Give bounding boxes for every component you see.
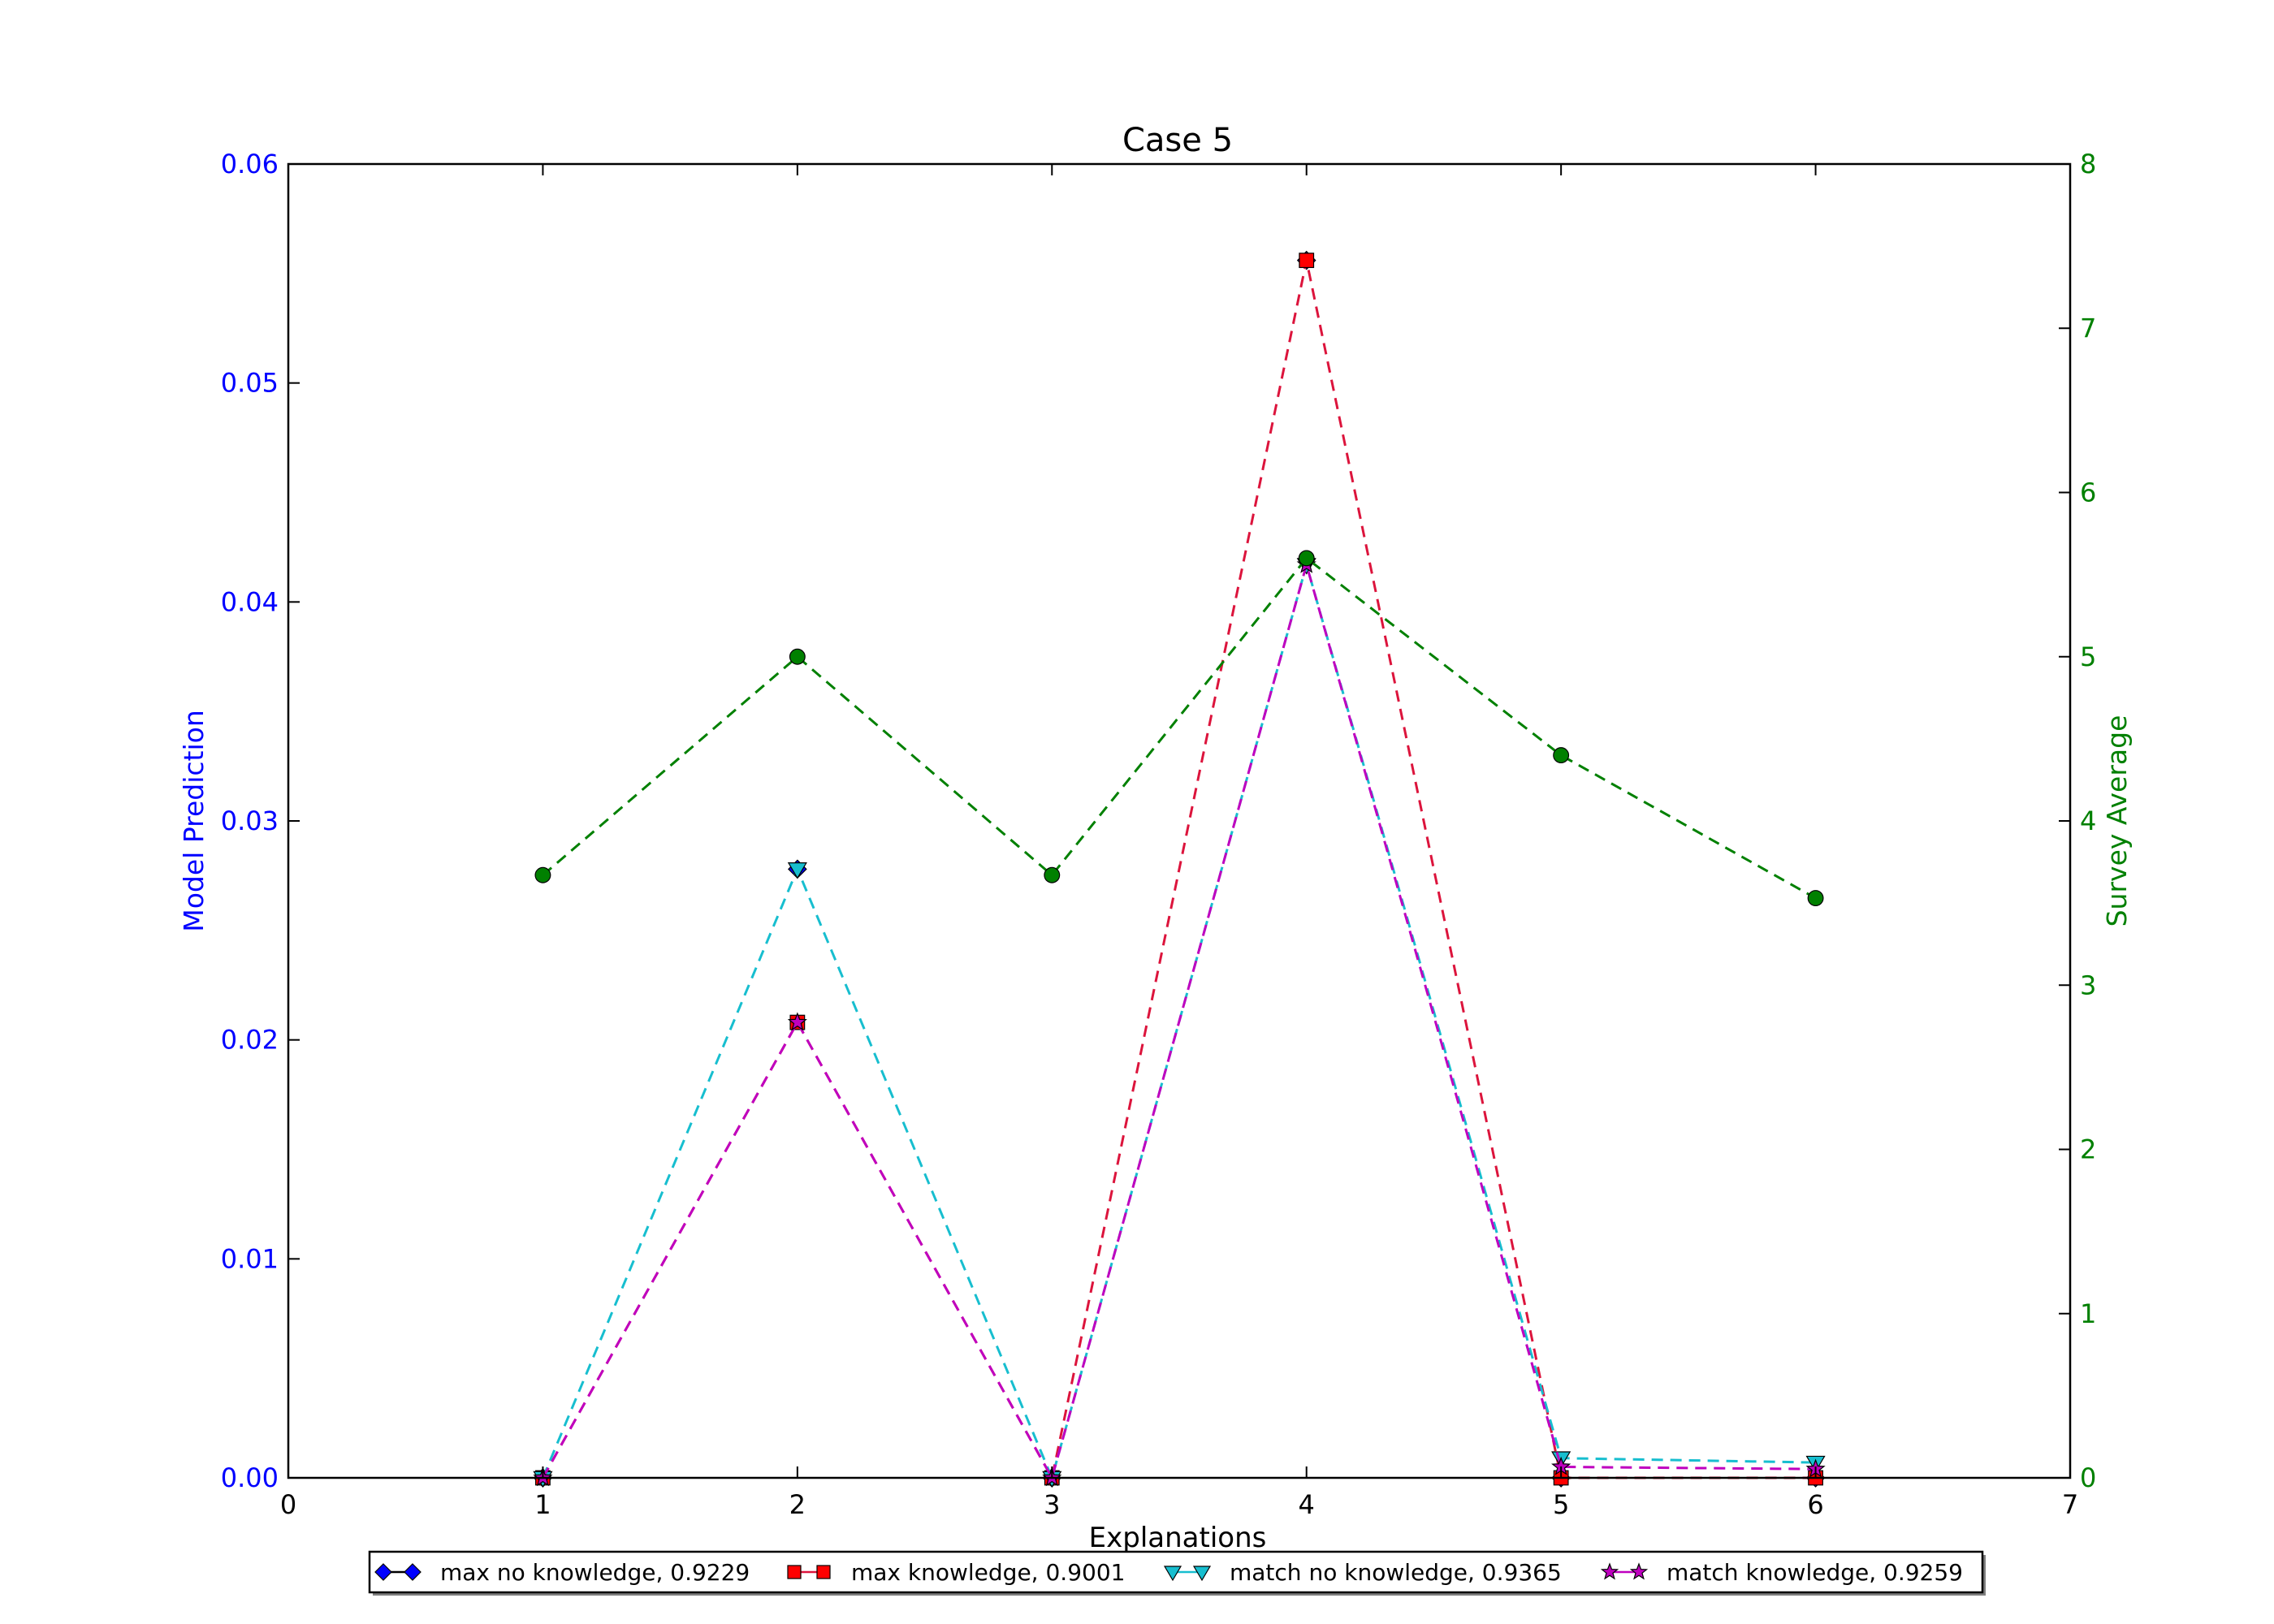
legend-marker <box>374 1563 392 1581</box>
data-point <box>1553 747 1570 764</box>
right-y-tick-label: 0 <box>2080 1462 2096 1493</box>
legend-label: max knowledge, 0.9001 <box>851 1559 1125 1586</box>
data-point <box>787 862 807 879</box>
left-y-axis-label: Model Prediction <box>178 710 210 932</box>
left-y-tick-label: 0.02 <box>221 1025 279 1056</box>
left-y-tick-label: 0.06 <box>221 149 279 179</box>
left-y-tick-label: 0.04 <box>221 586 279 617</box>
left-y-tick-label: 0.03 <box>221 806 279 836</box>
legend-marker <box>1629 1562 1649 1580</box>
x-tick-label: 7 <box>2062 1489 2078 1520</box>
chart-title: Case 5 <box>1122 122 1233 159</box>
right-y-tick-label: 6 <box>2080 477 2096 508</box>
series-line <box>542 556 1817 900</box>
legend-marker <box>1192 1566 1212 1582</box>
right-y-tick-label: 5 <box>2080 641 2096 672</box>
x-tick-label: 1 <box>534 1489 551 1520</box>
legend-marker <box>404 1563 422 1581</box>
left-y-tick-label: 0.01 <box>221 1243 279 1274</box>
right-y-axis-label: Survey Average <box>2101 715 2133 927</box>
left-y-tick-label: 0.00 <box>221 1462 279 1493</box>
right-y-tick-label: 7 <box>2080 313 2096 343</box>
x-axis-label: Explanations <box>1089 1522 1267 1554</box>
legend-entry: max no knowledge, 0.9229 <box>374 1559 750 1586</box>
x-tick-label: 2 <box>789 1489 806 1520</box>
legend-marker <box>1600 1562 1619 1580</box>
legend-entry: max knowledge, 0.9001 <box>787 1559 1125 1586</box>
series-4 <box>534 550 1824 907</box>
right-y-tick-label: 3 <box>2080 970 2096 1000</box>
left-y-tick-label: 0.05 <box>221 368 279 399</box>
legend-label: match knowledge, 0.9259 <box>1667 1559 1963 1586</box>
data-point <box>534 866 551 883</box>
legend: max no knowledge, 0.9229 max knowledge, 0… <box>368 1550 1986 1596</box>
right-y-tick-label: 8 <box>2080 149 2096 179</box>
data-point <box>1807 890 1824 907</box>
series-line <box>542 559 1816 1481</box>
data-point <box>1298 550 1315 567</box>
data-point <box>1044 866 1061 883</box>
x-tick-label: 5 <box>1553 1489 1569 1520</box>
x-tick-label: 0 <box>280 1489 296 1520</box>
data-point <box>789 648 806 665</box>
x-tick-label: 3 <box>1044 1489 1060 1520</box>
right-y-tick-label: 4 <box>2080 806 2096 836</box>
legend-marker <box>1163 1566 1182 1582</box>
data-point <box>787 1012 807 1031</box>
legend-entry: match no knowledge, 0.9365 <box>1163 1559 1562 1586</box>
legend-marker <box>816 1565 831 1579</box>
x-tick-label: 4 <box>1299 1489 1315 1520</box>
legend-label: max no knowledge, 0.9229 <box>440 1559 750 1586</box>
x-tick-label: 6 <box>1807 1489 1823 1520</box>
right-y-tick-label: 2 <box>2080 1134 2096 1165</box>
legend-entry: match knowledge, 0.9259 <box>1600 1559 1963 1586</box>
legend-marker <box>787 1565 802 1579</box>
data-point <box>1299 253 1315 269</box>
right-y-tick-label: 1 <box>2080 1298 2096 1329</box>
legend-label: match no knowledge, 0.9365 <box>1230 1559 1562 1586</box>
